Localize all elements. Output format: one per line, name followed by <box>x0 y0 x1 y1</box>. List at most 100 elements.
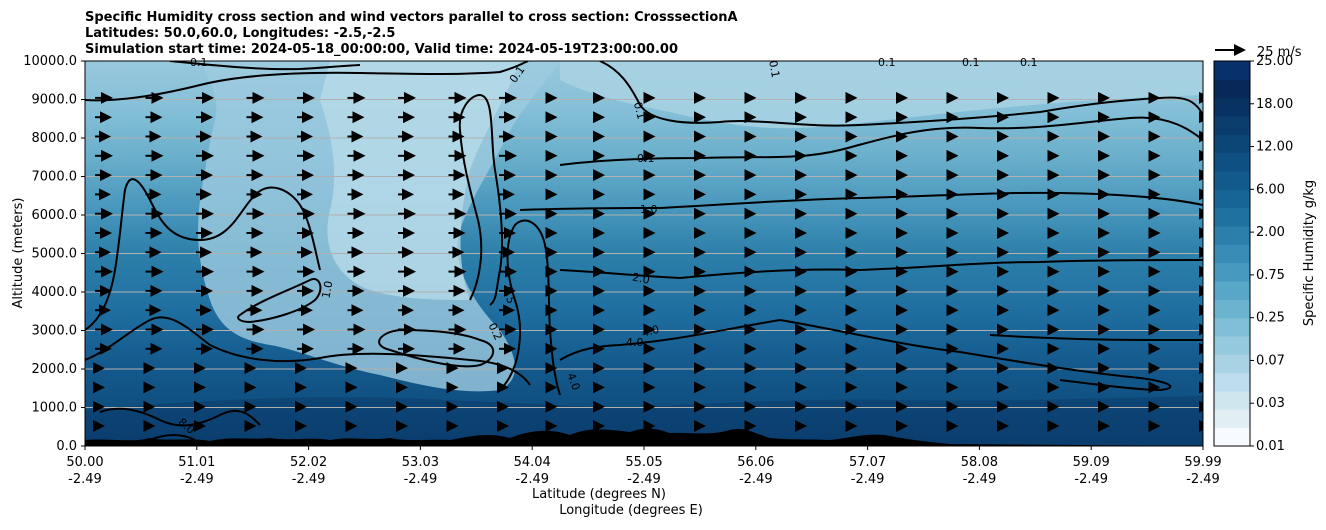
y-tick-label: 10000.0 <box>23 54 77 69</box>
x-tick-label-longitude: -2.49 <box>963 472 997 487</box>
x-tick-label-longitude: -2.49 <box>1074 472 1108 487</box>
colorbar-segment <box>1214 336 1250 355</box>
contour-label: 0.1 <box>637 152 655 165</box>
colorbar-segment <box>1214 299 1250 319</box>
y-axis-label: Altitude (meters) <box>11 198 26 309</box>
colorbar-tick-label: 0.01 <box>1256 439 1285 454</box>
x-tick-label-longitude: -2.49 <box>180 472 214 487</box>
colorbar-segment <box>1214 372 1250 392</box>
x-tick-label-longitude: -2.49 <box>404 472 438 487</box>
colorbar-tick-label: 0.25 <box>1256 311 1285 326</box>
contour-2.0 <box>559 259 1203 280</box>
colorbar-segment <box>1214 317 1250 337</box>
colorbar-label: Specific Humidity g/kg <box>1302 180 1317 326</box>
colorbar-segment <box>1214 79 1250 99</box>
colorbar-tick-label: 6.00 <box>1256 182 1285 197</box>
colorbar-segment <box>1214 226 1250 245</box>
contour-label: 0.5 <box>502 285 518 304</box>
quiver-key-label: 25 m/s <box>1257 45 1302 60</box>
contour-label: 0.1 <box>878 56 896 69</box>
dry-region-core <box>320 61 520 300</box>
y-tick-label: 4000.0 <box>32 285 78 300</box>
x-tick-label-latitude: 55.05 <box>625 455 662 470</box>
x-tick-label-latitude: 59.09 <box>1073 455 1110 470</box>
contour-left-low <box>99 407 261 427</box>
contour-label: 2.0 <box>631 271 651 287</box>
contour-label: 1.0 <box>640 203 658 216</box>
x-tick-label-longitude: -2.49 <box>515 472 549 487</box>
colorbar-segment <box>1214 262 1250 282</box>
x-tick-label-longitude: -2.49 <box>292 472 326 487</box>
colorbar-tick-label: 12.00 <box>1256 140 1293 155</box>
colorbar-segment <box>1214 391 1250 410</box>
colorbar-segment <box>1214 189 1250 209</box>
x-tick-label-longitude: -2.49 <box>851 472 885 487</box>
contour-low-dense <box>149 434 196 441</box>
x-tick-label-longitude: -2.49 <box>627 472 661 487</box>
x-tick-label-longitude: -2.49 <box>1186 472 1220 487</box>
contour-label: 0.1 <box>190 56 208 69</box>
colorbar-segment <box>1214 207 1250 227</box>
colorbar-tick-label: 2.00 <box>1256 225 1285 240</box>
contour-0.1-upper-left <box>169 61 361 71</box>
x-tick-label-latitude: 54.04 <box>514 455 551 470</box>
colorbar-segment <box>1214 244 1250 264</box>
colorbar-segment <box>1214 97 1250 117</box>
colorbar-segment <box>1214 61 1250 80</box>
colorbar-segment <box>1214 171 1250 190</box>
x-axis-label-longitude: Longitude (degrees E) <box>559 503 703 518</box>
y-tick-label: 6000.0 <box>32 208 78 223</box>
contour-label: 0.1 <box>766 59 782 78</box>
colorbar-segment <box>1214 116 1250 135</box>
colorbar-segment <box>1214 134 1250 154</box>
contour-left-lower <box>85 316 531 386</box>
x-tick-label-latitude: 50.00 <box>66 455 103 470</box>
contour-label: 4.0 <box>640 323 660 340</box>
colorbar-tick-label: 0.03 <box>1256 396 1285 411</box>
dry-region-upper <box>560 61 1203 129</box>
x-tick-label-longitude: -2.49 <box>739 472 773 487</box>
contour-label: 0.1 <box>631 101 648 121</box>
x-axis: 50.00 -2.49 51.01 -2.49 52.02 -2.49 53.03 -2.49… <box>66 446 1222 487</box>
plot-area <box>85 61 1203 446</box>
y-tick-label: 1000.0 <box>32 401 78 416</box>
y-tick-label: 3000.0 <box>32 324 78 339</box>
contour-0.5 <box>458 93 504 306</box>
contour-label: 1.0 <box>320 280 336 299</box>
title-line-2: Latitudes: 50.0,60.0, Longitudes: -2.5,-… <box>85 26 395 41</box>
colorbar-tick-label: 0.07 <box>1256 353 1285 368</box>
contour-label: 0.1 <box>1020 56 1038 69</box>
colorbar-segment <box>1214 152 1250 172</box>
colorbar-frame <box>1213 60 1251 447</box>
y-tick-label: 8000.0 <box>32 131 78 146</box>
colorbar-segment <box>1214 281 1250 300</box>
y-tick-label: 2000.0 <box>32 362 78 377</box>
contour-left-inner <box>237 278 322 324</box>
colorbar: 0.01 0.03 0.07 0.25 0.75 2.00 6.00 12.00 18.00 25… <box>1213 54 1293 454</box>
x-tick-label-latitude: 59.99 <box>1184 455 1221 470</box>
colorbar-tick-label: 25.00 <box>1256 54 1293 69</box>
x-tick-label-latitude: 53.03 <box>402 455 439 470</box>
contour-left-cell <box>85 178 321 331</box>
contour-labels: 0.1 0.1 0.1 0.1 0.1 0.1 0.1 0.1 1.0 1.0 … <box>176 56 1038 437</box>
y-tick-label: 9000.0 <box>32 93 78 108</box>
colorbar-segment <box>1214 427 1250 447</box>
chart-title: Specific Humidity cross section and wind… <box>85 10 738 57</box>
contour-4.0-right <box>989 334 1203 341</box>
contour-label: 4.0 <box>564 371 582 392</box>
y-tick-label: 5000.0 <box>32 247 78 262</box>
contour-0.1-top <box>85 61 529 102</box>
x-tick-label-latitude: 51.01 <box>178 455 215 470</box>
x-tick-label-latitude: 57.07 <box>849 455 886 470</box>
colorbar-tick-label: 0.75 <box>1256 268 1285 283</box>
contour-0.2 <box>378 329 495 368</box>
contour-0.1-upper <box>599 61 1203 127</box>
x-tick-label-latitude: 52.02 <box>290 455 327 470</box>
x-tick-label-longitude: -2.49 <box>68 472 102 487</box>
quiver-key: 25 m/s <box>1215 44 1302 60</box>
colorbar-segment <box>1214 409 1250 429</box>
y-tick-label: 0.0 <box>56 439 77 454</box>
y-tick-label: 7000.0 <box>32 170 78 185</box>
